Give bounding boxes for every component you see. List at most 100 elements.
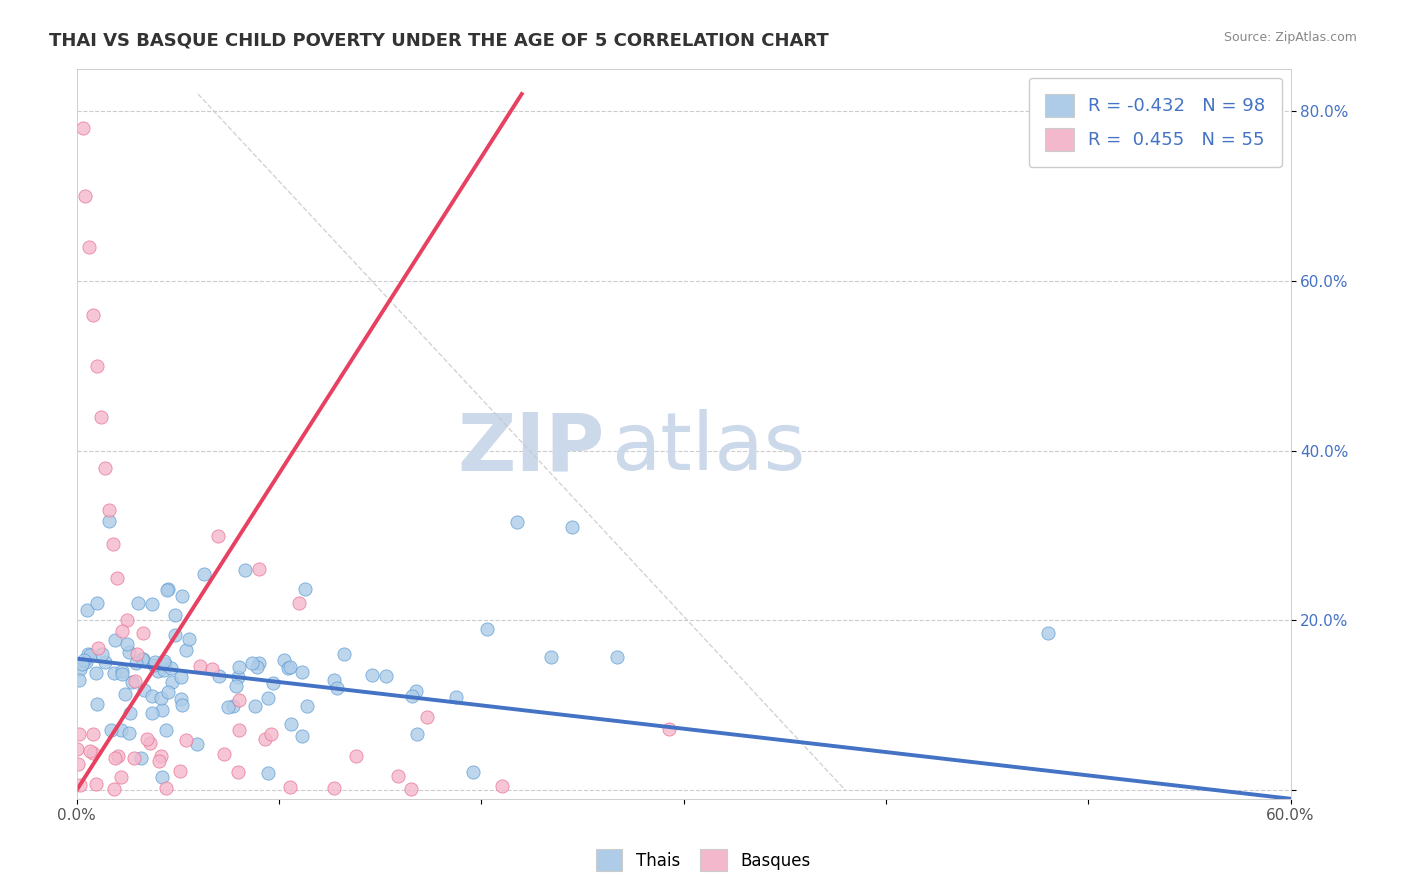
- Point: [291, 729, 314, 743]
- Point: [401, 689, 423, 703]
- Point: [461, 764, 484, 779]
- Point: [228, 660, 250, 674]
- Point: [156, 583, 179, 598]
- Point: [262, 675, 284, 690]
- Point: [226, 670, 249, 684]
- Point: [561, 520, 583, 534]
- Point: [104, 751, 127, 765]
- Point: [190, 659, 212, 673]
- Point: [129, 751, 152, 765]
- Point: [121, 675, 143, 690]
- Point: [87, 640, 110, 655]
- Point: [72, 657, 94, 671]
- Point: [208, 669, 231, 683]
- Point: [143, 658, 166, 673]
- Point: [67, 726, 90, 740]
- Point: [240, 657, 263, 671]
- Point: [360, 668, 382, 682]
- Point: [67, 673, 90, 688]
- Point: [150, 748, 173, 763]
- Point: [259, 727, 281, 741]
- Point: [86, 666, 108, 681]
- Point: [82, 727, 104, 741]
- Point: [110, 723, 132, 737]
- Point: [153, 654, 176, 668]
- Point: [179, 632, 201, 646]
- Point: [115, 614, 138, 628]
- Point: [75, 655, 97, 669]
- Point: [97, 503, 120, 517]
- Point: [415, 710, 437, 724]
- Point: [288, 597, 311, 611]
- Point: [73, 189, 96, 203]
- Point: [141, 706, 163, 720]
- Point: [82, 308, 104, 322]
- Point: [76, 647, 98, 661]
- Point: [540, 650, 562, 665]
- Point: [222, 698, 245, 713]
- Point: [280, 717, 302, 731]
- Point: [118, 706, 141, 721]
- Point: [374, 669, 396, 683]
- Point: [110, 770, 132, 784]
- Point: [344, 748, 367, 763]
- Point: [139, 736, 162, 750]
- Point: [273, 653, 295, 667]
- Point: [225, 679, 247, 693]
- Point: [228, 723, 250, 737]
- Point: [118, 725, 141, 739]
- Point: [170, 590, 193, 604]
- Point: [217, 699, 239, 714]
- Point: [127, 648, 149, 662]
- Point: [79, 744, 101, 758]
- Point: [477, 622, 499, 636]
- Point: [186, 737, 208, 751]
- Point: [277, 661, 299, 675]
- Point: [247, 656, 270, 670]
- Point: [207, 528, 229, 542]
- Point: [1036, 626, 1059, 640]
- Point: [107, 749, 129, 764]
- Point: [100, 723, 122, 737]
- Point: [291, 665, 314, 680]
- Point: [91, 647, 114, 661]
- Point: [98, 514, 121, 528]
- Point: [82, 746, 104, 760]
- Point: [295, 699, 318, 714]
- Point: [86, 596, 108, 610]
- Point: [444, 690, 467, 705]
- Point: [73, 653, 96, 667]
- Point: [131, 652, 153, 666]
- Point: [105, 571, 128, 585]
- Point: [326, 681, 349, 695]
- Point: [323, 673, 346, 687]
- Point: [294, 582, 316, 596]
- Point: [233, 563, 256, 577]
- Point: [141, 689, 163, 703]
- Point: [247, 562, 270, 576]
- Point: [111, 664, 134, 678]
- Point: [606, 650, 628, 665]
- Point: [170, 692, 193, 706]
- Text: Source: ZipAtlas.com: Source: ZipAtlas.com: [1223, 31, 1357, 45]
- Point: [257, 690, 280, 705]
- Point: [322, 781, 344, 796]
- Point: [245, 698, 267, 713]
- Point: [387, 770, 409, 784]
- Point: [658, 722, 681, 736]
- Point: [150, 703, 173, 717]
- Point: [157, 685, 180, 699]
- Point: [193, 566, 215, 581]
- Point: [79, 648, 101, 662]
- Point: [163, 608, 186, 623]
- Legend: R = -0.432   N = 98, R =  0.455   N = 55: R = -0.432 N = 98, R = 0.455 N = 55: [1029, 78, 1282, 168]
- Point: [254, 732, 277, 747]
- Point: [332, 647, 354, 661]
- Point: [125, 656, 148, 670]
- Point: [77, 240, 100, 254]
- Point: [72, 120, 94, 135]
- Point: [170, 670, 193, 684]
- Text: THAI VS BASQUE CHILD POVERTY UNDER THE AGE OF 5 CORRELATION CHART: THAI VS BASQUE CHILD POVERTY UNDER THE A…: [49, 31, 830, 49]
- Point: [399, 781, 422, 796]
- Point: [174, 733, 197, 747]
